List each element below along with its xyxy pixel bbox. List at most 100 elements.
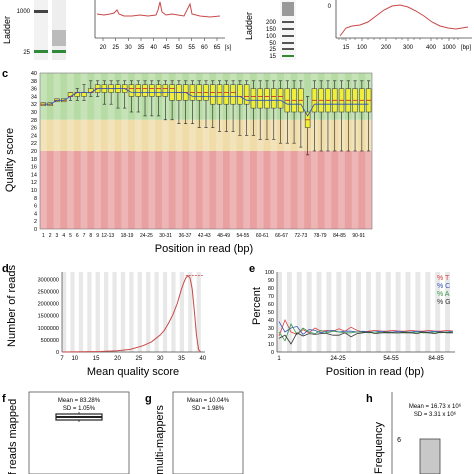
panel-c-y-tick-label: 38: [31, 79, 37, 85]
panel-a-sample-band: [52, 50, 66, 53]
panel-a-ladder-label: Ladder: [2, 16, 12, 44]
panel-c-x-tick-label: 78-79: [314, 233, 327, 239]
panel-d-column-stripe: [87, 272, 92, 352]
panel-d-x-tick-label: 10: [71, 356, 78, 362]
panel-c-column-stripe: [216, 73, 223, 229]
panel-c-quality-zone: [40, 151, 372, 229]
panel-d-column-stripe: [196, 272, 201, 352]
panel-e-column-stripe: [286, 272, 292, 352]
panel-c-x-tick-label: 9: [96, 233, 99, 239]
panel-e-column-stripe: [385, 272, 391, 352]
panel-b-ladder-tick: 25: [269, 47, 276, 53]
panel-c-y-tick-label: 8: [34, 196, 37, 202]
panel-e-y-tick-label: 60: [268, 302, 274, 308]
panel-d-column-stripe: [104, 272, 109, 352]
panel-c-column-stripe: [283, 73, 291, 229]
panel-d-column-stripe: [95, 272, 100, 352]
panel-c-box: [250, 88, 257, 109]
panel-c-y-tick-label: 26: [31, 126, 37, 132]
panel-d-x-tick-label: 25: [135, 356, 142, 362]
panel-h-sd: SD = 3.31 x 10⁶: [414, 411, 457, 418]
panel-c-box: [210, 84, 216, 105]
panel-c-column-stripe: [243, 73, 251, 229]
panel-a-x-tick-label: 25: [112, 45, 119, 51]
panel-c-column-stripe: [297, 73, 305, 229]
panel-e-column-stripe: [296, 272, 302, 352]
panel-c-box: [243, 84, 250, 105]
panel-g-mean: Mean = 10.04%: [187, 398, 230, 404]
panel-c-x-tick-label: 8: [89, 233, 92, 239]
panel-h-bar-label: 6: [397, 437, 401, 444]
panel-c-x-tick-label: 60-61: [256, 233, 269, 239]
panel-d-column-stripe: [112, 272, 117, 352]
panel-e-y-tick-label: 100: [265, 270, 274, 276]
panel-c-y-tick-label: 4: [34, 211, 37, 217]
legend-t: % T: [437, 275, 450, 282]
panel-d-letter: d: [2, 263, 9, 275]
panel-c-x-label: Position in read (bp): [155, 243, 253, 255]
panel-h-y-label: Frequency: [373, 422, 385, 474]
panel-d-column-stripe: [62, 272, 67, 352]
panel-b-x-tick-label: 15: [343, 45, 350, 51]
panel-d-column-stripe: [188, 272, 193, 352]
panel-c-box: [128, 84, 135, 97]
panel-c-y-tick-label: 40: [31, 71, 37, 77]
panel-c-y-tick-label: 14: [31, 172, 37, 178]
panel-c-y-tick-label: 10: [31, 188, 37, 194]
panel-c-x-tick-label: 12-13: [101, 233, 114, 239]
panel-f-sd: SD = 1.05%: [63, 406, 96, 412]
panel-a-ladder-band: [34, 50, 48, 53]
panel-a-sample-smear: [52, 30, 66, 46]
panel-c-y-tick-label: 6: [34, 204, 37, 210]
panel-d-column-stripe: [129, 272, 134, 352]
panel-b-ladder-band: [282, 48, 294, 50]
panel-c-column-stripe: [40, 73, 47, 229]
panel-c-column-stripe: [270, 73, 278, 229]
panel-c-box: [149, 84, 155, 97]
panel-c-box: [223, 84, 230, 105]
panel-c-y-tick-label: 30: [31, 110, 37, 116]
panel-c-column-stripe: [229, 73, 237, 229]
panel-g-letter: g: [145, 393, 152, 405]
panel-a-x-tick-label: 50: [176, 45, 183, 51]
panel-g-frame: [172, 391, 244, 474]
panel-g-sd: SD = 1.98%: [192, 406, 225, 412]
panel-d-line: [61, 274, 202, 353]
panel-c-x-tick-label: 30-31: [159, 233, 172, 239]
panel-g-y-label: multi-mappers: [154, 405, 166, 474]
panel-d-y-tick-label: 3000000: [38, 277, 59, 283]
panel-c-y-tick-label: 24: [31, 133, 37, 139]
panel-b-trace: [339, 4, 469, 37]
panel-c-y-tick-label: 12: [31, 180, 37, 186]
panel-d-y-tick-label: 500000: [41, 338, 59, 344]
panel-e-column-stripe: [445, 272, 451, 352]
panel-c-x-tick-label: 24-25: [140, 233, 153, 239]
panel-c-box: [264, 88, 270, 109]
panel-a-ladder-band: [34, 10, 48, 13]
panel-c-x-tick-label: 3: [56, 233, 59, 239]
panel-e-column-stripe: [277, 272, 282, 352]
panel-d-x-label: Mean quality score: [87, 366, 179, 378]
panel-b-x-tick-label: 200: [381, 45, 392, 51]
panel-c-column-stripe: [121, 73, 129, 229]
panel-e-y-tick-label: 20: [268, 334, 274, 340]
panel-e: e 0 10 20 30 40 50 60 70 80 90 100 1 24-25 54-55 84-85…: [249, 263, 455, 378]
panel-b-ladder-tick: 200: [266, 20, 277, 26]
panel-c-column-stripe: [256, 73, 264, 229]
panel-g: g multi-mappers Mean = 10.04% SD = 1.98%: [145, 391, 244, 474]
panel-c-y-tick-label: 0: [34, 227, 37, 233]
panel-e-x-tick-label: 54-55: [383, 356, 399, 362]
panel-c-x-tick-label: 18-19: [121, 233, 134, 239]
panel-c-mean-line: [43, 88, 369, 117]
panel-c-box: [155, 84, 162, 97]
panel-b-ladder-tick: 50: [269, 41, 276, 47]
panel-e-column-stripe: [346, 272, 352, 352]
panel-c-x-tick-label: 4: [62, 233, 65, 239]
panel-b-ladder-tick: 100: [266, 34, 277, 40]
panel-c-x-tick-label: 6: [76, 233, 79, 239]
panel-a-ladder-tick-25: 25: [23, 50, 30, 56]
panel-d-column-stripe: [146, 272, 151, 352]
panel-c-y-tick-label: 32: [31, 102, 37, 108]
panel-a-ladder-tick-1000: 1000: [17, 9, 31, 15]
